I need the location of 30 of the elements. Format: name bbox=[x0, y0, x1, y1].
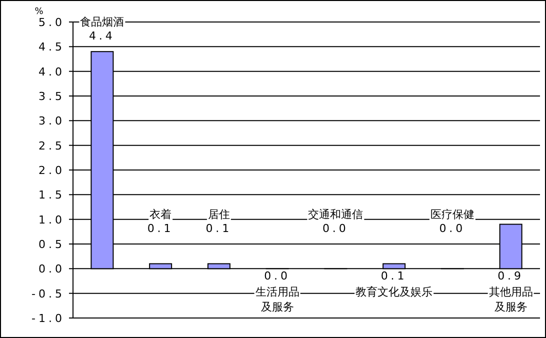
y-tick-label: 4.0 bbox=[38, 65, 65, 78]
y-tick-label: -0.5 bbox=[32, 287, 65, 300]
x-tick-label: 生活用品及服务 bbox=[255, 285, 300, 314]
x-tick-label: 医疗保健 bbox=[430, 208, 474, 221]
data-label: 0.0 bbox=[322, 222, 349, 235]
y-tick-label: 0.0 bbox=[38, 262, 65, 276]
data-label: 4.4 bbox=[88, 30, 116, 43]
y-tick-label: 2.0 bbox=[38, 164, 65, 177]
y-tick-label: 5.0 bbox=[38, 16, 65, 29]
x-tick-label: 交通和通信 bbox=[308, 208, 364, 221]
x-tick-label: 其他用品及服务 bbox=[488, 285, 533, 314]
y-tick-label: 0.5 bbox=[38, 238, 65, 251]
y-tick-label: 1.5 bbox=[38, 188, 65, 202]
y-tick-label: 4.5 bbox=[38, 40, 65, 54]
y-tick-label: 3.5 bbox=[38, 90, 65, 103]
y-tick-label: 1.0 bbox=[38, 213, 65, 226]
data-label: 0.1 bbox=[206, 222, 232, 235]
x-tick-label: 衣着 bbox=[150, 208, 172, 221]
x-tick-label: 居住 bbox=[208, 208, 230, 221]
data-label: 0.0 bbox=[439, 222, 466, 235]
y-tick-label: -1.0 bbox=[32, 312, 65, 325]
data-label: 0.9 bbox=[498, 269, 524, 282]
x-tick-label: 食品烟酒 bbox=[80, 16, 124, 29]
x-tick-label: 教育文化及娱乐 bbox=[356, 285, 433, 298]
data-label: 0.0 bbox=[264, 269, 291, 282]
y-tick-label: 3.0 bbox=[38, 114, 65, 128]
y-tick-label: 2.5 bbox=[38, 139, 65, 152]
data-label: 0.1 bbox=[147, 222, 174, 235]
data-label: 0.1 bbox=[380, 269, 408, 282]
y-axis-title: % bbox=[34, 7, 44, 17]
